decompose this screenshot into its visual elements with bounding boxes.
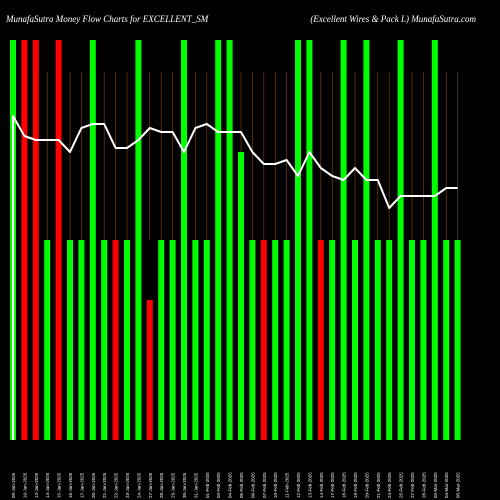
x-tick-label: 21-Jan-2025 <box>102 472 107 498</box>
bar-21-Feb-2025 <box>374 240 381 440</box>
bar-04-Feb-2025 <box>226 40 233 440</box>
x-tick-label: 17-Jan-2025 <box>79 472 84 498</box>
x-tick-label: 27-Feb-2025 <box>410 472 415 498</box>
x-tick-label: 17-Feb-2025 <box>330 472 335 498</box>
x-tick-label: 22-Jan-2025 <box>114 472 119 498</box>
bar-20-Jan-2025 <box>89 40 96 440</box>
x-tick-label: 04-Feb-2025 <box>228 472 233 498</box>
bar-22-Jan-2025 <box>112 240 119 440</box>
x-tick-label: 03-Feb-2025 <box>216 472 221 498</box>
bar-03-Mar-2025 <box>431 40 438 440</box>
bar-21-Jan-2025 <box>101 240 108 440</box>
bar-24-Feb-2025 <box>386 240 393 440</box>
chart-title-right: (Excellent Wires & Pack L) MunafaSutra.c… <box>310 14 476 24</box>
bar-27-Feb-2025 <box>409 240 415 440</box>
bar-31-Jan-2025 <box>192 240 199 440</box>
x-tick-label: 13-Jan-2025 <box>34 472 39 498</box>
x-tick-label: 14-Feb-2025 <box>319 472 324 498</box>
x-tick-label: 03-Mar-2025 <box>433 472 438 498</box>
bar-05-Mar-2025 <box>454 240 461 440</box>
bar-13-Feb-2025 <box>306 40 313 440</box>
bar-12-Feb-2025 <box>295 40 301 440</box>
x-tick-label: 11-Feb-2025 <box>285 472 290 498</box>
bar-17-Feb-2025 <box>329 240 336 440</box>
x-tick-label: 13-Feb-2025 <box>307 472 312 498</box>
bar-24-Jan-2025 <box>135 40 142 440</box>
bar-27-Jan-2025 <box>146 300 153 440</box>
x-tick-label: 27-Jan-2025 <box>148 472 153 498</box>
x-tick-label: 05-Mar-2025 <box>456 472 461 498</box>
x-tick-label: 28-Jan-2025 <box>159 472 164 498</box>
bar-17-Jan-2025 <box>78 240 85 440</box>
bar-15-Jan-2025 <box>55 40 62 440</box>
bar-04-Mar-2025 <box>443 240 450 440</box>
bar-20-Feb-2025 <box>363 40 370 440</box>
x-tick-label: 06-Feb-2025 <box>250 472 255 498</box>
bar-16-Jan-2025 <box>67 240 73 440</box>
bar-10-Jan-2025 <box>21 40 28 440</box>
x-tick-label: 01-Feb-2025 <box>205 472 210 498</box>
bar-28-Feb-2025 <box>420 240 427 440</box>
x-tick-label: 24-Jan-2025 <box>136 472 141 498</box>
x-tick-label: 30-Jan-2025 <box>182 472 187 498</box>
bar-23-Jan-2025 <box>124 240 130 440</box>
bar-25-Feb-2025 <box>397 40 404 440</box>
x-tick-label: 20-Feb-2025 <box>364 472 369 498</box>
x-tick-label: 14-Jan-2025 <box>45 472 50 498</box>
bar-11-Feb-2025 <box>283 240 290 440</box>
x-tick-label: 19-Feb-2025 <box>353 472 358 498</box>
bar-05-Feb-2025 <box>238 152 244 440</box>
x-tick-label: 07-Feb-2025 <box>262 472 267 498</box>
bar-14-Jan-2025 <box>44 240 51 440</box>
x-tick-label: 31-Jan-2025 <box>193 472 198 498</box>
bar-10-Feb-2025 <box>272 240 279 440</box>
bar-18-Feb-2025 <box>340 40 347 440</box>
bar-19-Feb-2025 <box>352 240 358 440</box>
x-tick-label: 10-Jan-2025 <box>22 472 27 498</box>
x-tick-label: 20-Jan-2025 <box>91 472 96 498</box>
chart-title-left: MunafaSutra Money Flow Charts for EXCELL… <box>6 14 209 24</box>
bar-01-Feb-2025 <box>203 240 210 440</box>
x-tick-label: 29-Jan-2025 <box>171 472 176 498</box>
x-tick-label: 12-Feb-2025 <box>296 472 301 498</box>
x-tick-label: 05-Feb-2025 <box>239 472 244 498</box>
bar-07-Feb-2025 <box>260 240 267 440</box>
bar-14-Feb-2025 <box>317 240 324 440</box>
money-flow-line <box>12 115 458 440</box>
bar-06-Feb-2025 <box>249 240 256 440</box>
x-tick-label: 23-Jan-2025 <box>125 472 130 498</box>
bar-29-Jan-2025 <box>169 240 176 440</box>
bar-30-Jan-2025 <box>181 40 187 440</box>
x-tick-label: 25-Feb-2025 <box>399 472 404 498</box>
bar-13-Jan-2025 <box>32 40 39 440</box>
x-tick-label: 28-Feb-2025 <box>421 472 426 498</box>
x-tick-label: 24-Feb-2025 <box>387 472 392 498</box>
x-tick-label: 09-Jan-2025 <box>11 472 16 498</box>
x-tick-label: 21-Feb-2025 <box>376 472 381 498</box>
x-tick-label: 10-Feb-2025 <box>273 472 278 498</box>
x-tick-label: 18-Feb-2025 <box>342 472 347 498</box>
x-tick-label: 16-Jan-2025 <box>68 472 73 498</box>
x-tick-label: 04-Mar-2025 <box>444 472 449 498</box>
bar-28-Jan-2025 <box>158 240 165 440</box>
bar-03-Feb-2025 <box>215 40 222 440</box>
x-tick-label: 15-Jan-2025 <box>57 472 62 498</box>
